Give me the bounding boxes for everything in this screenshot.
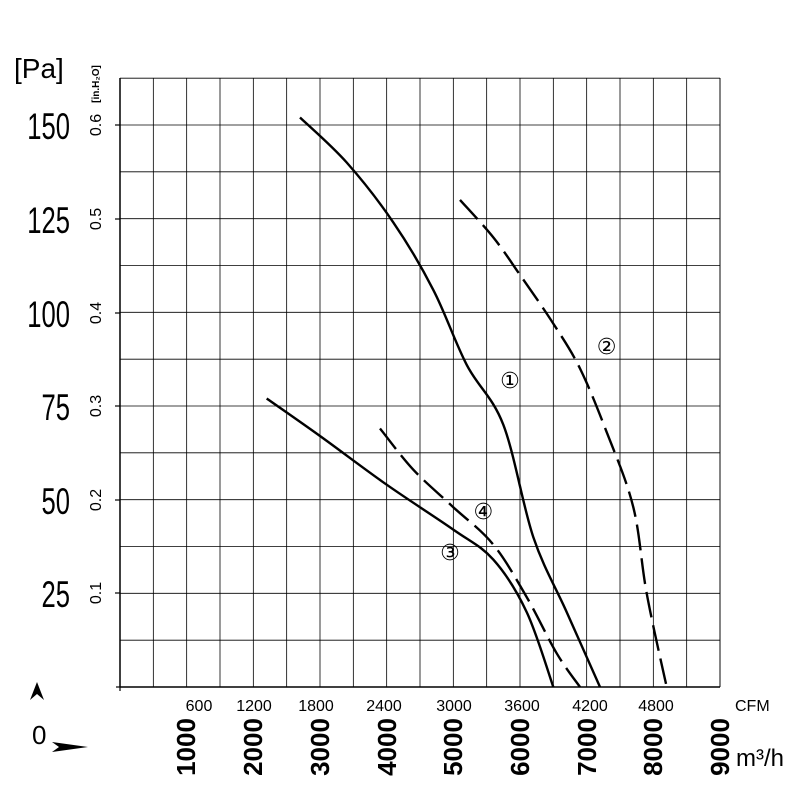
m3h-tick-label: 7000 [572, 718, 602, 776]
labels: 150 125 100 75 50 25 [Pa] 0.6 0.5 0.4 0.3 0.2 0.1 [in… [14, 53, 784, 776]
m3h-tick-label: 1000 [171, 718, 201, 776]
inh2o-tick-label: 0.5 [88, 208, 105, 230]
inh2o-tick-label: 0.2 [88, 489, 105, 511]
x-axis-unit-cfm: CFM [735, 698, 770, 715]
pa-tick-label: 75 [42, 386, 70, 428]
curve-label-2: ② [597, 335, 617, 360]
cfm-tick-label: 1800 [298, 698, 334, 715]
cfm-tick-label: 4800 [638, 698, 674, 715]
m3h-tick-label: 6000 [505, 718, 535, 776]
curve-label-4: ④ [473, 500, 493, 525]
inh2o-tick-label: 0.6 [88, 114, 105, 136]
pa-tick-label: 100 [27, 293, 70, 335]
axes [115, 78, 721, 691]
m3h-tick-label: 5000 [438, 718, 468, 776]
curve-label-1: ① [500, 369, 520, 394]
curve-2 [459, 199, 668, 688]
pa-tick-label: 50 [42, 480, 70, 522]
cfm-tick-label: 4200 [572, 698, 608, 715]
cfm-tick-label: 3000 [436, 698, 472, 715]
pa-tick-label: 150 [27, 105, 70, 147]
origin-label: 0 [32, 720, 46, 750]
curves [266, 116, 668, 688]
cfm-tick-label: 2400 [366, 698, 402, 715]
curve-1 [299, 116, 602, 688]
m3h-tick-label: 2000 [238, 718, 268, 776]
cfm-tick-label: 600 [186, 698, 213, 715]
cfm-tick-label: 3600 [504, 698, 540, 715]
inh2o-tick-label: 0.4 [88, 302, 105, 324]
right-arrow-icon [52, 742, 88, 752]
pa-tick-label: 25 [42, 573, 70, 615]
m3h-tick-label: 3000 [305, 718, 335, 776]
cfm-tick-label: 1200 [236, 698, 272, 715]
y-axis-unit-pa: [Pa] [14, 53, 64, 84]
m3h-tick-label: 4000 [372, 718, 402, 776]
x-axis-unit-m3h: m³/h [736, 745, 784, 772]
m3h-tick-label: 9000 [705, 718, 735, 776]
curve-label-3: ③ [440, 541, 460, 566]
inh2o-tick-label: 0.1 [88, 582, 105, 604]
inh2o-tick-label: 0.3 [88, 395, 105, 417]
up-arrow-icon [30, 682, 44, 700]
pa-tick-label: 125 [27, 199, 70, 241]
grid [119, 77, 721, 687]
curve-3 [266, 397, 555, 688]
curve-4 [379, 427, 581, 688]
m3h-tick-label: 8000 [638, 718, 668, 776]
y-axis-unit-inh2o: [in.H₂O] [91, 65, 102, 103]
